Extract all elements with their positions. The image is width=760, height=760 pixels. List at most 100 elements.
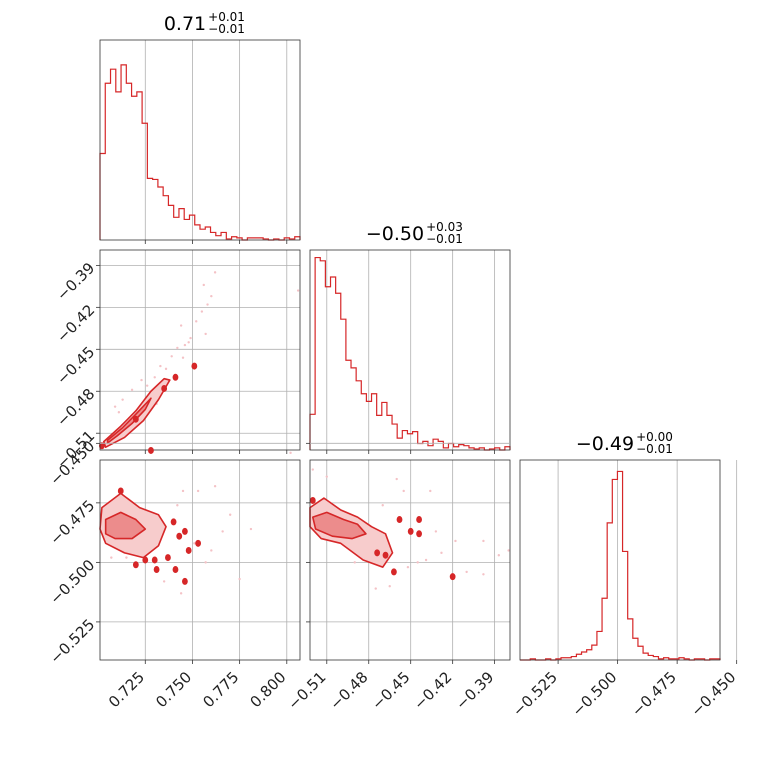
contour-island [170,518,177,526]
sample-point [482,573,485,576]
contour-island [117,487,124,495]
x-tick-label: 0.750 [152,668,195,711]
contour-island [416,530,422,538]
y-tick-label: −0.525 [46,616,98,668]
sample-point [388,584,391,588]
contour-island [148,446,154,454]
sample-point [289,451,292,455]
contour-island [396,516,403,524]
contour-island [449,573,456,581]
sample-point [202,283,205,287]
sample-point [482,539,485,543]
sample-point [183,343,187,347]
histogram-line [309,256,511,451]
title-median: −0.50 [366,223,424,245]
contour-island [172,566,179,574]
histogram-panel-0: 0.71 +0.01−0.01 [99,10,301,244]
sample-point [497,554,501,557]
sample-point [153,376,156,379]
panel-frame [519,459,721,661]
sample-point [465,570,468,574]
x-tick-label: 0.775 [199,668,242,711]
sample-point [395,477,398,481]
sample-point [311,468,314,471]
sample-point [179,324,183,327]
sample-point [416,561,419,564]
y-tick-label: −0.500 [46,556,98,608]
sample-point [374,587,377,590]
contour-island [382,551,389,559]
sample-point [196,489,200,493]
sample-point [206,303,209,306]
sample-point [434,530,438,533]
sample-point [402,489,405,493]
contour-island [182,527,188,535]
x-tick-label: −0.48 [326,668,371,713]
title-median: 0.71 [164,13,206,35]
panel-frame [99,39,301,241]
sample-point [145,384,149,387]
contour-island [161,384,168,392]
sample-point [200,310,204,313]
title-lower-error: −0.01 [636,442,673,456]
sample-point [204,332,207,336]
contour-inner [311,511,367,540]
sample-point [210,294,213,298]
sample-point [179,592,183,595]
sample-point [238,577,241,581]
sample-point [296,289,300,292]
scatter-panel-1 [96,442,301,664]
sample-point [249,527,253,531]
y-tick-label: −0.39 [53,259,98,304]
contour-island [132,415,139,423]
sample-point [193,542,196,545]
sample-point [176,504,179,507]
contour-island [172,373,179,381]
sample-point [189,336,192,340]
panel-frame [309,249,511,451]
title-upper-error: +0.00 [636,430,673,444]
histogram-line [99,64,301,241]
x-tick-label: −0.450 [688,668,740,720]
contour-island [132,561,139,569]
sample-point [429,489,432,493]
title-lower-error: −0.01 [426,232,463,246]
contour-island [416,516,422,524]
contour-inner [106,397,152,444]
scatter-panel-0 [96,249,301,454]
sample-point [424,558,428,562]
y-tick-label: −0.42 [53,301,98,346]
sample-point [110,556,113,559]
sample-point [176,346,179,350]
y-tick-label: −0.45 [53,343,98,388]
sample-point [181,489,185,493]
sample-point [159,364,162,368]
contour-island [195,539,202,547]
x-tick-label: 0.725 [105,668,148,711]
contour-island [142,556,149,564]
sample-point [170,355,173,358]
contour-island [165,554,171,562]
sample-point [121,398,124,401]
sample-point [228,513,232,516]
sample-point [113,405,117,408]
x-tick-label: −0.475 [628,668,680,720]
histogram-line [520,470,721,661]
contour-island [374,549,381,557]
histogram-panel-2: −0.49 +0.00−0.01 [519,430,738,664]
sample-point [353,561,356,564]
x-tick-label: −0.500 [568,668,620,720]
sample-point [213,271,217,274]
x-tick-label: −0.51 [284,668,329,713]
sample-point [406,565,410,569]
sample-point [507,549,510,552]
sample-point [213,484,217,488]
contour-island [407,527,414,535]
histogram-panel-1: −0.50 +0.03−0.01 [309,220,511,454]
sample-point [181,356,185,359]
title-upper-error: +0.03 [426,220,463,234]
sample-point [454,539,457,543]
sample-point [117,411,121,414]
title-lower-error: −0.01 [208,22,245,36]
